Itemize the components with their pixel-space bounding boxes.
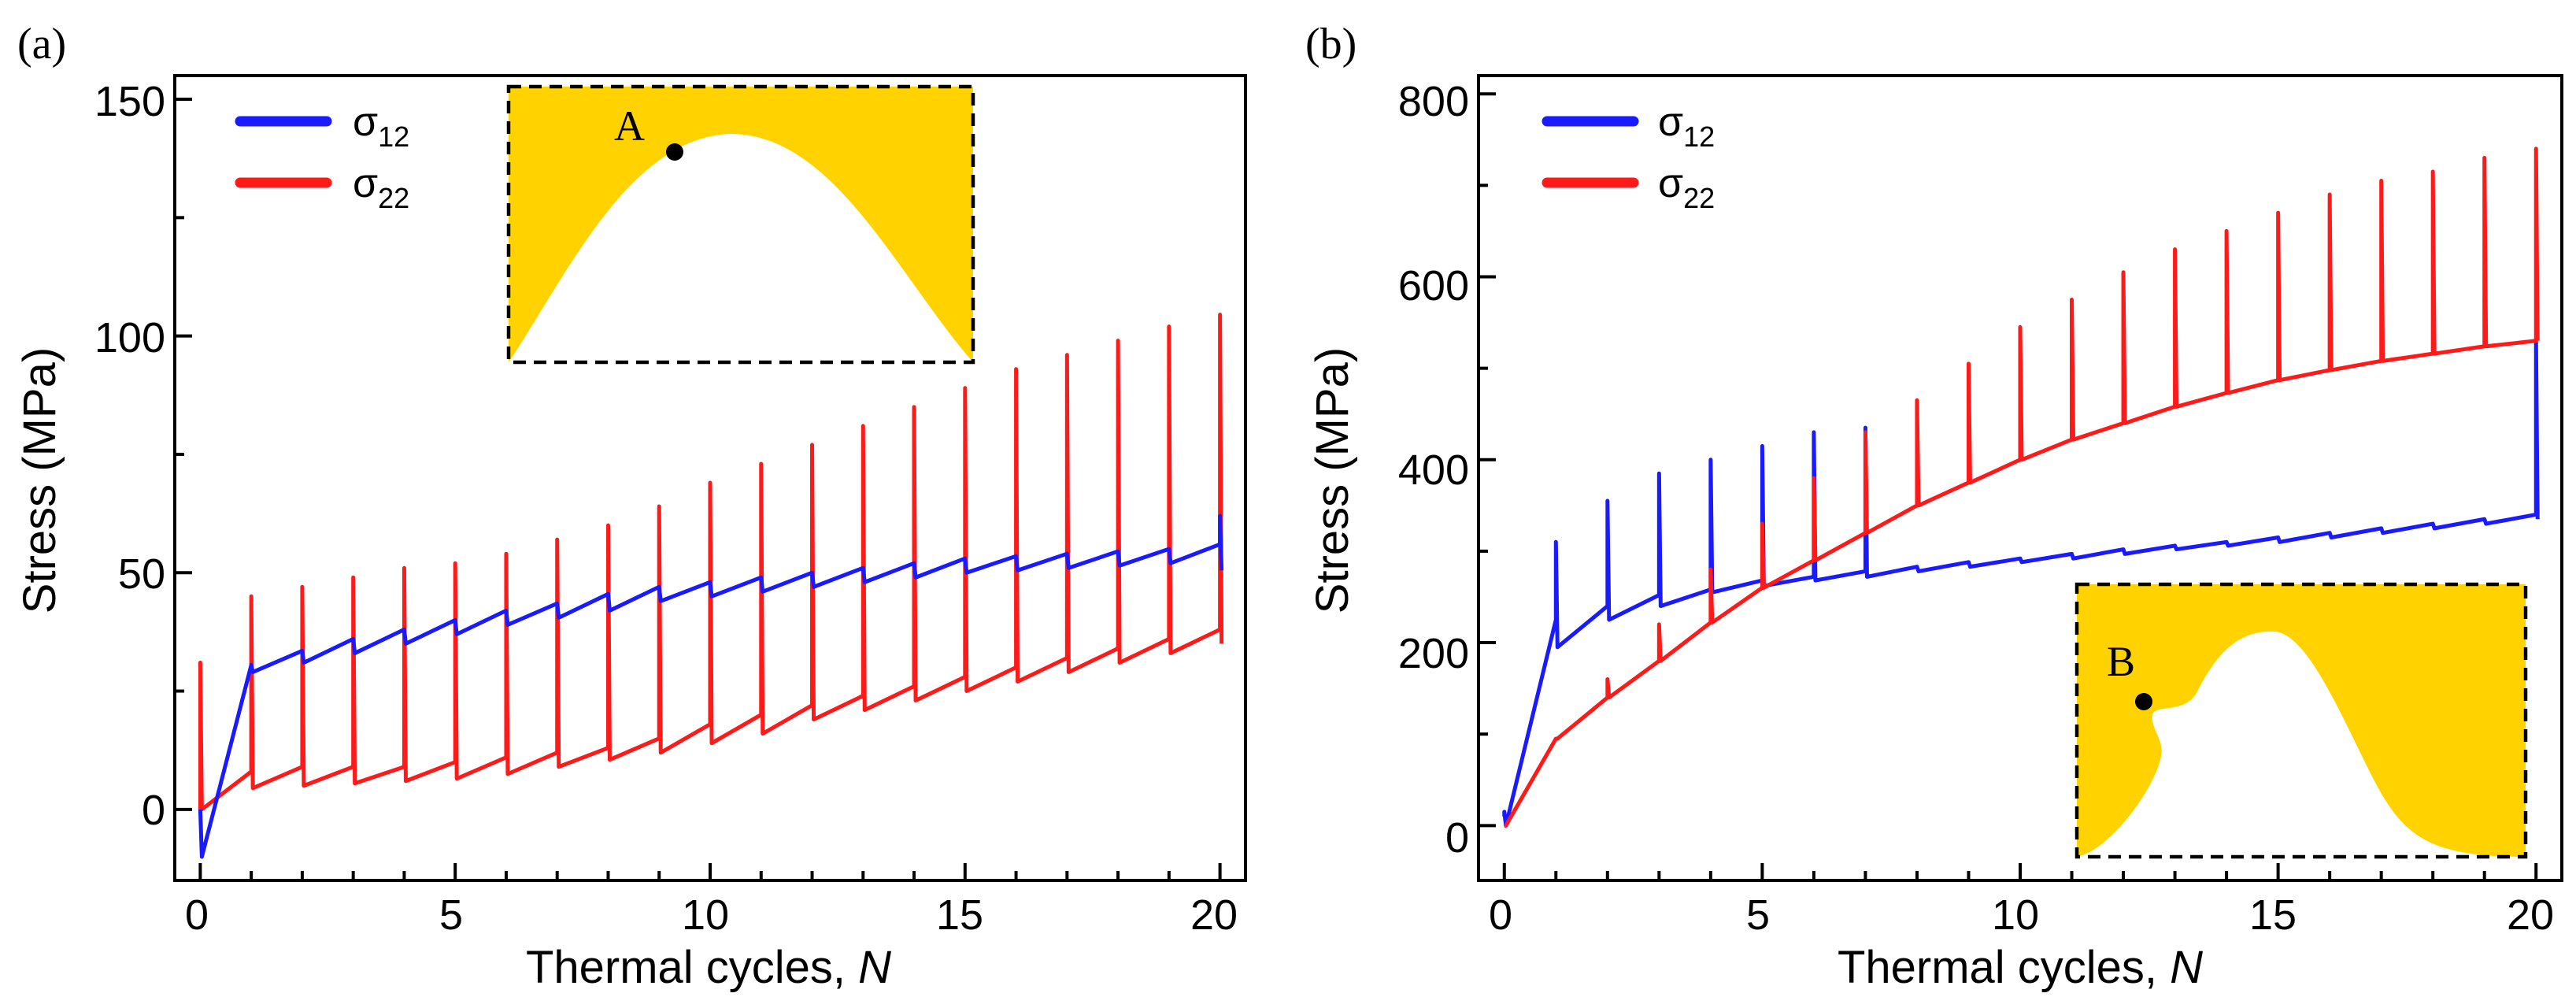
panel-b-inset-shape <box>2077 584 2526 857</box>
panel-b-x-axis-title: Thermal cycles, N <box>1838 942 2203 993</box>
panel-b-ytick-label-200: 200 <box>1398 630 1469 677</box>
panel-b-ytick-label-600: 600 <box>1398 262 1469 309</box>
panel-b-legend-label-sigma22: σ22 <box>1658 161 1715 214</box>
panel-b-label: (b) <box>1305 20 1356 69</box>
panel-a-ytick-label-50: 50 <box>118 550 165 598</box>
panel-a-x-ticks <box>198 863 1222 880</box>
panel-b-xtick-label-10: 10 <box>1992 891 2039 939</box>
panel-a-ytick-label-0: 0 <box>142 787 165 834</box>
panel-a-plot-frame <box>173 74 1247 882</box>
panel-b-xtick-label-20: 20 <box>2507 891 2554 939</box>
panel-b-y-ticks <box>1479 92 1496 828</box>
panel-b-y-axis-title: Stress (MPa) <box>1307 347 1358 613</box>
panel-a-inset-frame <box>506 84 975 365</box>
panel-b-x-ticks <box>1502 863 2538 880</box>
panel-a-inset: A <box>506 84 975 365</box>
panel-b-ytick-label-400: 400 <box>1398 447 1469 494</box>
panel-a-xtick-label-5: 5 <box>439 891 463 939</box>
panel-a-xtick-label-20: 20 <box>1190 891 1238 939</box>
panel-b-xtick-label-15: 15 <box>2249 891 2297 939</box>
panel-b-legend: σ12 σ22 <box>1542 99 1715 214</box>
panel-a-label: (a) <box>17 20 66 69</box>
panel-a-xtick-label-15: 15 <box>936 891 983 939</box>
panel-b-xtick-label-5: 5 <box>1746 891 1770 939</box>
panel-a-xtick-label-0: 0 <box>185 891 209 939</box>
panel-a-inset-shape <box>509 87 973 362</box>
panel-b-ytick-label-800: 800 <box>1398 78 1469 125</box>
panel-b-inset: B <box>2074 582 2528 859</box>
panel-b-sigma22-line <box>1504 146 2540 828</box>
panel-a-inset-point <box>666 143 683 161</box>
panel-a-legend-label-sigma12: σ12 <box>353 99 409 153</box>
panel-b-xtick-label-0: 0 <box>1489 891 1512 939</box>
panel-a: (a) 0 5 10 15 20 0 50 100 150 Thermal cy… <box>14 20 1247 993</box>
panel-a-inset-point-label: A <box>614 102 645 150</box>
panel-a-x-axis-title: Thermal cycles, N <box>526 942 891 993</box>
panel-a-ytick-label-100: 100 <box>94 314 165 361</box>
panel-b-inset-point-label: B <box>2107 638 2135 685</box>
panel-a-xtick-label-10: 10 <box>682 891 729 939</box>
panel-a-legend-label-sigma22: σ22 <box>353 161 409 214</box>
panel-a-ytick-label-150: 150 <box>94 78 165 125</box>
panel-a-y-axis-title: Stress (MPa) <box>14 347 65 613</box>
panel-b: (b) 0 5 10 15 20 0 200 400 600 800 Therm… <box>1305 20 2563 993</box>
panel-a-sigma12-line <box>198 513 1224 859</box>
panel-b-legend-label-sigma12: σ12 <box>1658 99 1715 153</box>
panel-b-inset-point <box>2135 693 2152 710</box>
panel-a-y-ticks <box>175 98 192 811</box>
panel-b-ytick-label-0: 0 <box>1445 814 1469 862</box>
panel-a-legend: σ12 σ22 <box>235 99 409 214</box>
panel-b-sigma12-line <box>1502 339 2540 828</box>
panel-b-inset-frame <box>2074 582 2528 859</box>
